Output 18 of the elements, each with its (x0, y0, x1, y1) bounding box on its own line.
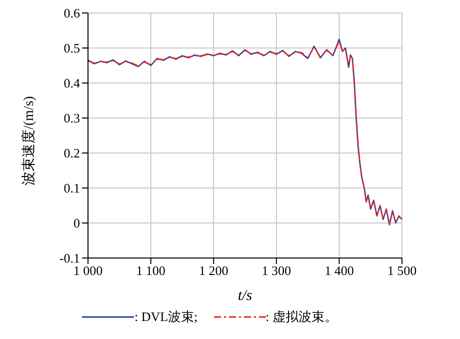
y-tick-label: 0.4 (64, 76, 80, 91)
y-tick-label: 0.2 (64, 146, 80, 161)
y-tick-label: 0 (74, 216, 80, 231)
x-tick-label: 1 500 (387, 263, 417, 278)
y-tick-label: 0.5 (64, 40, 80, 56)
x-tick-label: 1 400 (324, 263, 354, 278)
y-tick-label: -0.1 (59, 250, 80, 266)
y-tick-label: 0.1 (64, 180, 80, 196)
x-tick-label: 1 100 (136, 263, 166, 278)
y-tick-label: 0.3 (64, 110, 80, 126)
x-tick-label: 1 000 (73, 263, 103, 278)
y-tick-label: 0.6 (64, 6, 80, 21)
y-axis-title: 波束速度/(m/s) (20, 96, 37, 186)
x-tick-label: 1 200 (198, 263, 228, 278)
x-tick-label: 1 300 (262, 263, 292, 278)
legend-label: : DVL波束; (134, 308, 198, 326)
legend-label: : 虚拟波束。 (266, 308, 338, 326)
x-axis-title: t/s (238, 288, 252, 304)
